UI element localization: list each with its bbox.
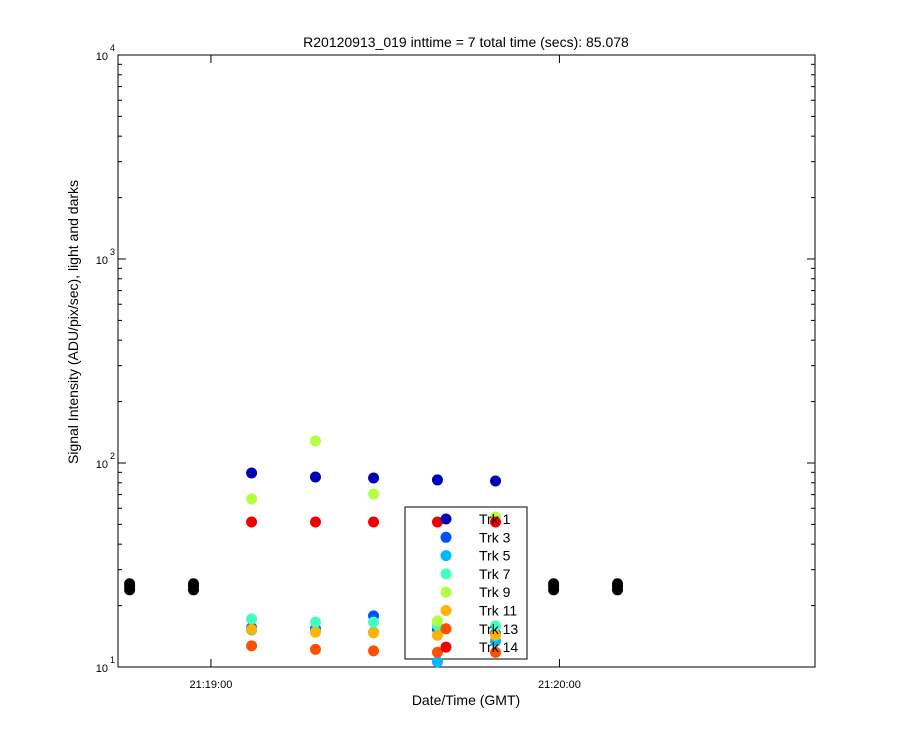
- point: [490, 475, 502, 487]
- y-tick-exponent: 1: [110, 655, 115, 665]
- point: [431, 516, 443, 528]
- legend-marker: [440, 568, 452, 580]
- x-tick-label: 21:19:00: [190, 679, 233, 691]
- point: [124, 584, 136, 596]
- y-tick-label: 10: [96, 51, 108, 63]
- point: [246, 467, 258, 479]
- legend-marker: [440, 586, 452, 598]
- point: [246, 613, 258, 625]
- point: [431, 646, 443, 658]
- y-tick-label: 10: [96, 255, 108, 267]
- point: [431, 629, 443, 641]
- chart-title: R20120913_019 inttime = 7 total time (se…: [303, 34, 629, 50]
- point: [368, 488, 380, 500]
- point: [309, 516, 321, 528]
- point: [246, 623, 258, 635]
- legend-marker: [440, 605, 452, 616]
- point: [246, 493, 258, 505]
- legend-label: Trk 7: [479, 566, 511, 582]
- point: [490, 516, 502, 528]
- point: [612, 584, 624, 596]
- point: [431, 615, 443, 627]
- legend-marker: [440, 531, 452, 543]
- legend-label: Trk 5: [479, 548, 511, 564]
- legend-label: Trk 1: [479, 511, 511, 527]
- point: [368, 645, 380, 657]
- legend-box: [404, 506, 528, 660]
- point: [246, 640, 258, 652]
- y-tick-label: 10: [96, 459, 108, 471]
- point: [309, 626, 321, 638]
- legend-marker: [440, 513, 452, 525]
- point: [431, 656, 443, 668]
- y-axis-label: Signal Intensity (ADU/pix/sec), light an…: [65, 180, 81, 464]
- legend-label: Trk 9: [479, 584, 511, 600]
- legend-label: Trk 13: [479, 621, 518, 637]
- point: [490, 629, 502, 641]
- point: [368, 516, 380, 528]
- point: [490, 646, 502, 658]
- legend-label: Trk 14: [479, 639, 518, 655]
- point: [309, 643, 321, 655]
- point: [368, 616, 380, 628]
- legend-marker: [440, 641, 452, 653]
- x-axis-label: Date/Time (GMT): [412, 692, 520, 708]
- legend-label: Trk 3: [479, 529, 511, 545]
- legend-marker: [440, 623, 452, 635]
- point: [309, 435, 321, 447]
- point: [246, 516, 258, 528]
- y-tick-exponent: 2: [110, 451, 115, 461]
- point: [548, 584, 560, 596]
- legend-label: Trk 11: [479, 603, 517, 619]
- point: [188, 584, 200, 596]
- point: [431, 474, 443, 486]
- y-tick-exponent: 3: [110, 247, 115, 257]
- point: [368, 472, 380, 484]
- y-tick-exponent: 4: [110, 43, 115, 53]
- point: [309, 471, 321, 483]
- point: [490, 620, 502, 632]
- point: [309, 616, 321, 628]
- y-tick-label: 10: [96, 663, 108, 675]
- point: [368, 627, 380, 639]
- x-tick-label: 21:20:00: [538, 679, 581, 691]
- legend-marker: [440, 550, 452, 562]
